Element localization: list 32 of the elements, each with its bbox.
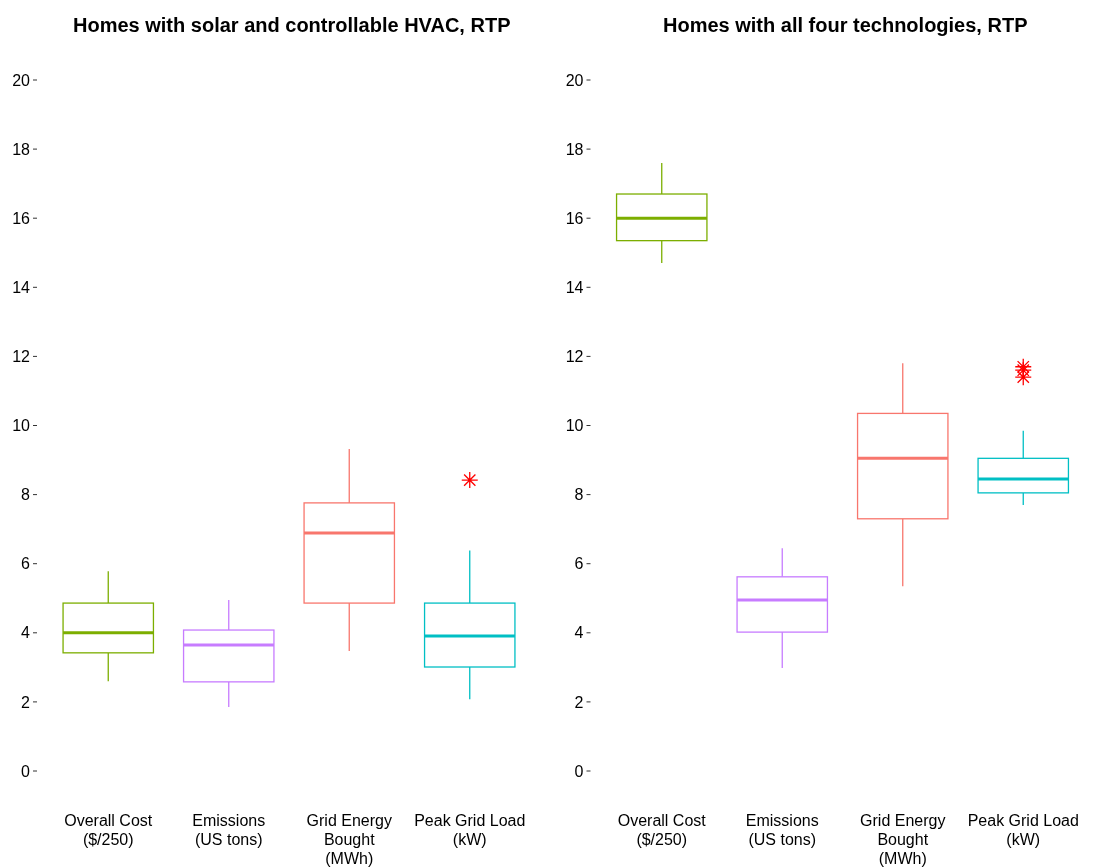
y-tick-label: 14 <box>565 278 584 296</box>
x-tick-label: Overall Cost ($/250) <box>617 812 707 848</box>
y-tick-label: 4 <box>21 624 31 642</box>
y-tick-label: 2 <box>21 693 31 711</box>
x-tick-label: Peak Grid Load (kW) <box>967 812 1079 848</box>
x-tick-label: Grid Energy Bought (MWh) <box>860 812 946 867</box>
x-tick-label: Overall Cost ($/250) <box>64 812 153 848</box>
y-tick-label: 12 <box>12 348 31 365</box>
y-tick-label: 8 <box>21 486 31 504</box>
y-tick-label: 18 <box>565 140 584 158</box>
y-tick-label: 0 <box>21 762 31 780</box>
y-tick-label: 16 <box>565 209 584 227</box>
y-tick-label: 10 <box>565 417 584 435</box>
y-tick-label: 6 <box>574 555 584 573</box>
y-tick-label: 8 <box>574 486 584 504</box>
x-tick-label: Peak Grid Load (kW) <box>414 812 526 848</box>
y-tick-label: 4 <box>574 624 584 642</box>
x-tick-label: Emissions (US tons) <box>745 812 819 848</box>
y-tick-label: 20 <box>565 71 584 89</box>
x-tick-label: Emissions (US tons) <box>192 812 266 848</box>
y-tick-label: 20 <box>12 71 31 89</box>
y-tick-label: 12 <box>565 348 584 365</box>
y-tick-label: 18 <box>12 140 31 158</box>
x-tick-label: Grid Energy Bought (MWh) <box>306 812 392 867</box>
y-tick-label: 14 <box>12 278 31 296</box>
y-tick-label: 2 <box>574 693 584 711</box>
y-tick-label: 0 <box>574 762 584 780</box>
chart-title: Homes with all four technologies, RTP <box>663 14 1028 36</box>
y-tick-label: 16 <box>12 209 31 227</box>
y-tick-label: 6 <box>21 555 31 573</box>
chart-title: Homes with solar and controllable HVAC, RTP <box>73 14 511 36</box>
y-tick-label: 10 <box>12 417 31 435</box>
